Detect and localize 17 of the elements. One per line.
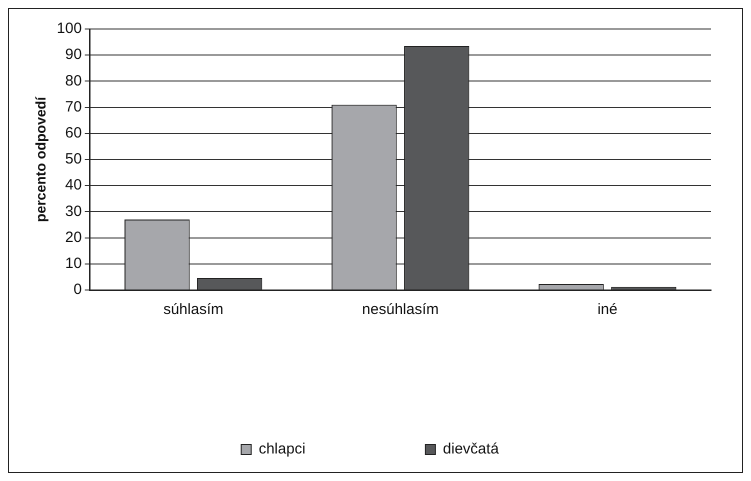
x-tick-label: nesúhlasím: [362, 301, 439, 318]
y-tick-label: 50: [65, 150, 82, 168]
y-tick-label: 10: [65, 255, 82, 272]
x-tick-label: iné: [597, 301, 618, 318]
y-tick-label: 0: [73, 281, 82, 298]
y-tick-label: 40: [65, 176, 82, 194]
legend-label: dievčatá: [442, 440, 500, 458]
y-tick-label: 60: [65, 124, 82, 142]
y-tick-label: 100: [56, 20, 82, 38]
y-tick-label: 20: [65, 228, 82, 246]
y-tick-label: 90: [65, 46, 82, 64]
y-tick-label: 70: [65, 98, 82, 116]
y-tick-label: 80: [65, 72, 82, 90]
y-axis-title: percento odpovedí: [32, 96, 48, 222]
legend-label: chlapci: [258, 440, 306, 458]
y-tick-label: 30: [65, 202, 82, 220]
x-tick-label: súhlasím: [163, 301, 224, 318]
